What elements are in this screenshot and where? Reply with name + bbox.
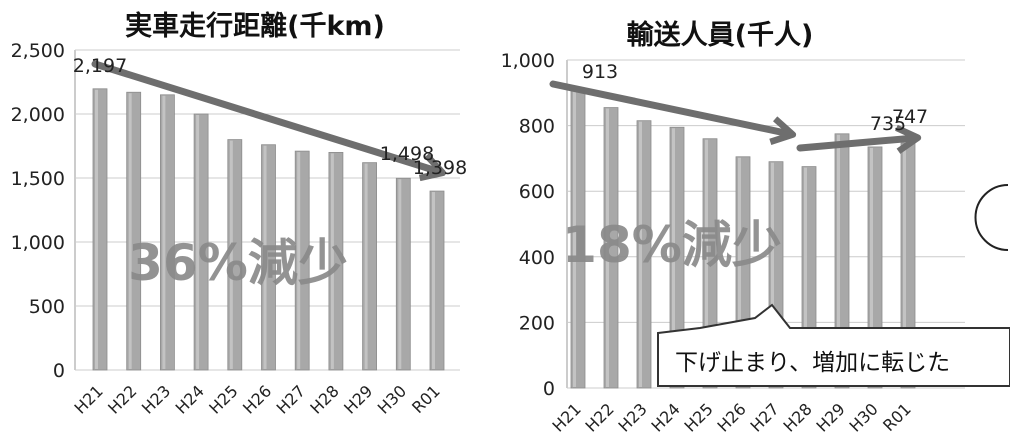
y-tick-label: 200 [519, 312, 555, 334]
bar-highlight [870, 147, 873, 387]
edge-circle-fragment [974, 184, 1009, 251]
x-tick-label: H28 [306, 381, 342, 417]
x-tick-label: H29 [812, 399, 848, 435]
bar-highlight [432, 192, 435, 369]
bar-highlight [95, 89, 98, 369]
bar-highlight [196, 115, 200, 369]
bar-highlight [903, 143, 906, 387]
bar-highlight [162, 95, 166, 370]
x-tick-label: H25 [205, 381, 241, 417]
y-tick-label: 1,500 [11, 168, 65, 190]
x-tick-label: H22 [104, 381, 140, 417]
data-label-r01: 1,398 [413, 157, 467, 179]
y-tick-label: 0 [53, 360, 65, 382]
chart-title: 輸送人員(千人) [627, 19, 814, 51]
bar-highlight [128, 93, 132, 370]
x-tick-label: R01 [408, 381, 444, 417]
data-label-h30: 1,498 [380, 143, 434, 165]
data-label-h30: 735 [870, 113, 906, 135]
percent-decrease-annotation: 18%減少 [562, 216, 782, 274]
x-tick-label: H24 [172, 381, 208, 417]
passengers-chart: 輸送人員(千人) 0 200 400 600 800 1,000 H21H22H23H24… [501, 19, 1010, 436]
x-tick-label: H27 [273, 381, 309, 417]
bar-highlight [738, 157, 741, 387]
bar-highlight [330, 153, 334, 369]
x-tick-label: H26 [239, 381, 275, 417]
data-label-h21: 2,197 [73, 55, 127, 77]
data-label-r01: 747 [892, 106, 928, 128]
y-tick-labels: 0 500 1,000 1,500 2,000 2,500 [11, 40, 65, 382]
y-tick-label: 600 [519, 181, 555, 203]
y-tick-label: 500 [29, 296, 65, 318]
bar-highlight [771, 162, 774, 387]
bar-highlight [639, 121, 642, 388]
x-tick-label: H26 [713, 399, 749, 435]
bar-highlight [573, 89, 576, 387]
x-tick-label: H21 [548, 399, 584, 435]
distance-chart: 実車走行距離(千km) 0 500 1,000 1,500 2,000 2,500 H21… [11, 10, 468, 418]
trend-arrow [91, 60, 447, 182]
x-tick-label: H30 [374, 381, 410, 417]
x-tick-label: H24 [647, 399, 683, 435]
y-tick-label: 1,000 [11, 232, 65, 254]
y-tick-label: 800 [519, 116, 555, 138]
x-tick-label: H29 [340, 381, 376, 417]
decline-arrow [549, 80, 797, 145]
x-tick-label: R01 [879, 399, 915, 435]
x-tick-label: H30 [845, 399, 881, 435]
percent-decrease-annotation: 36%減少 [128, 234, 348, 292]
y-tick-labels: 0 200 400 600 800 1,000 [501, 50, 555, 400]
x-tick-label: H21 [70, 381, 106, 417]
bar-highlight [837, 134, 840, 387]
y-tick-label: 1,000 [501, 50, 555, 72]
x-tick-label: H28 [779, 399, 815, 435]
bar-highlight [398, 179, 402, 369]
bar-highlight [229, 140, 233, 369]
bar-highlight [606, 108, 609, 387]
callout-text: 下げ止まり、増加に転じた [675, 350, 950, 376]
x-tick-label: H23 [614, 399, 650, 435]
bar-highlight [672, 128, 675, 388]
bar-highlight [263, 145, 267, 369]
x-tick-label: H23 [138, 381, 174, 417]
y-tick-label: 2,500 [11, 40, 65, 62]
x-tick-label: H27 [746, 399, 782, 435]
callout-box [657, 303, 1010, 387]
increase-arrow [796, 124, 922, 154]
y-tick-label: 2,000 [11, 104, 65, 126]
bars [92, 88, 445, 371]
data-label-h21: 913 [582, 61, 618, 83]
y-tick-label: 400 [519, 247, 555, 269]
bar-highlight [364, 163, 368, 369]
chart-title: 実車走行距離(千km) [125, 10, 385, 42]
y-tick-label: 0 [543, 378, 555, 400]
x-tick-label: H25 [680, 399, 716, 435]
bar-highlight [705, 139, 708, 387]
bar-highlight [804, 167, 807, 387]
bar-highlight [297, 152, 301, 369]
x-tick-label: H22 [581, 399, 617, 435]
